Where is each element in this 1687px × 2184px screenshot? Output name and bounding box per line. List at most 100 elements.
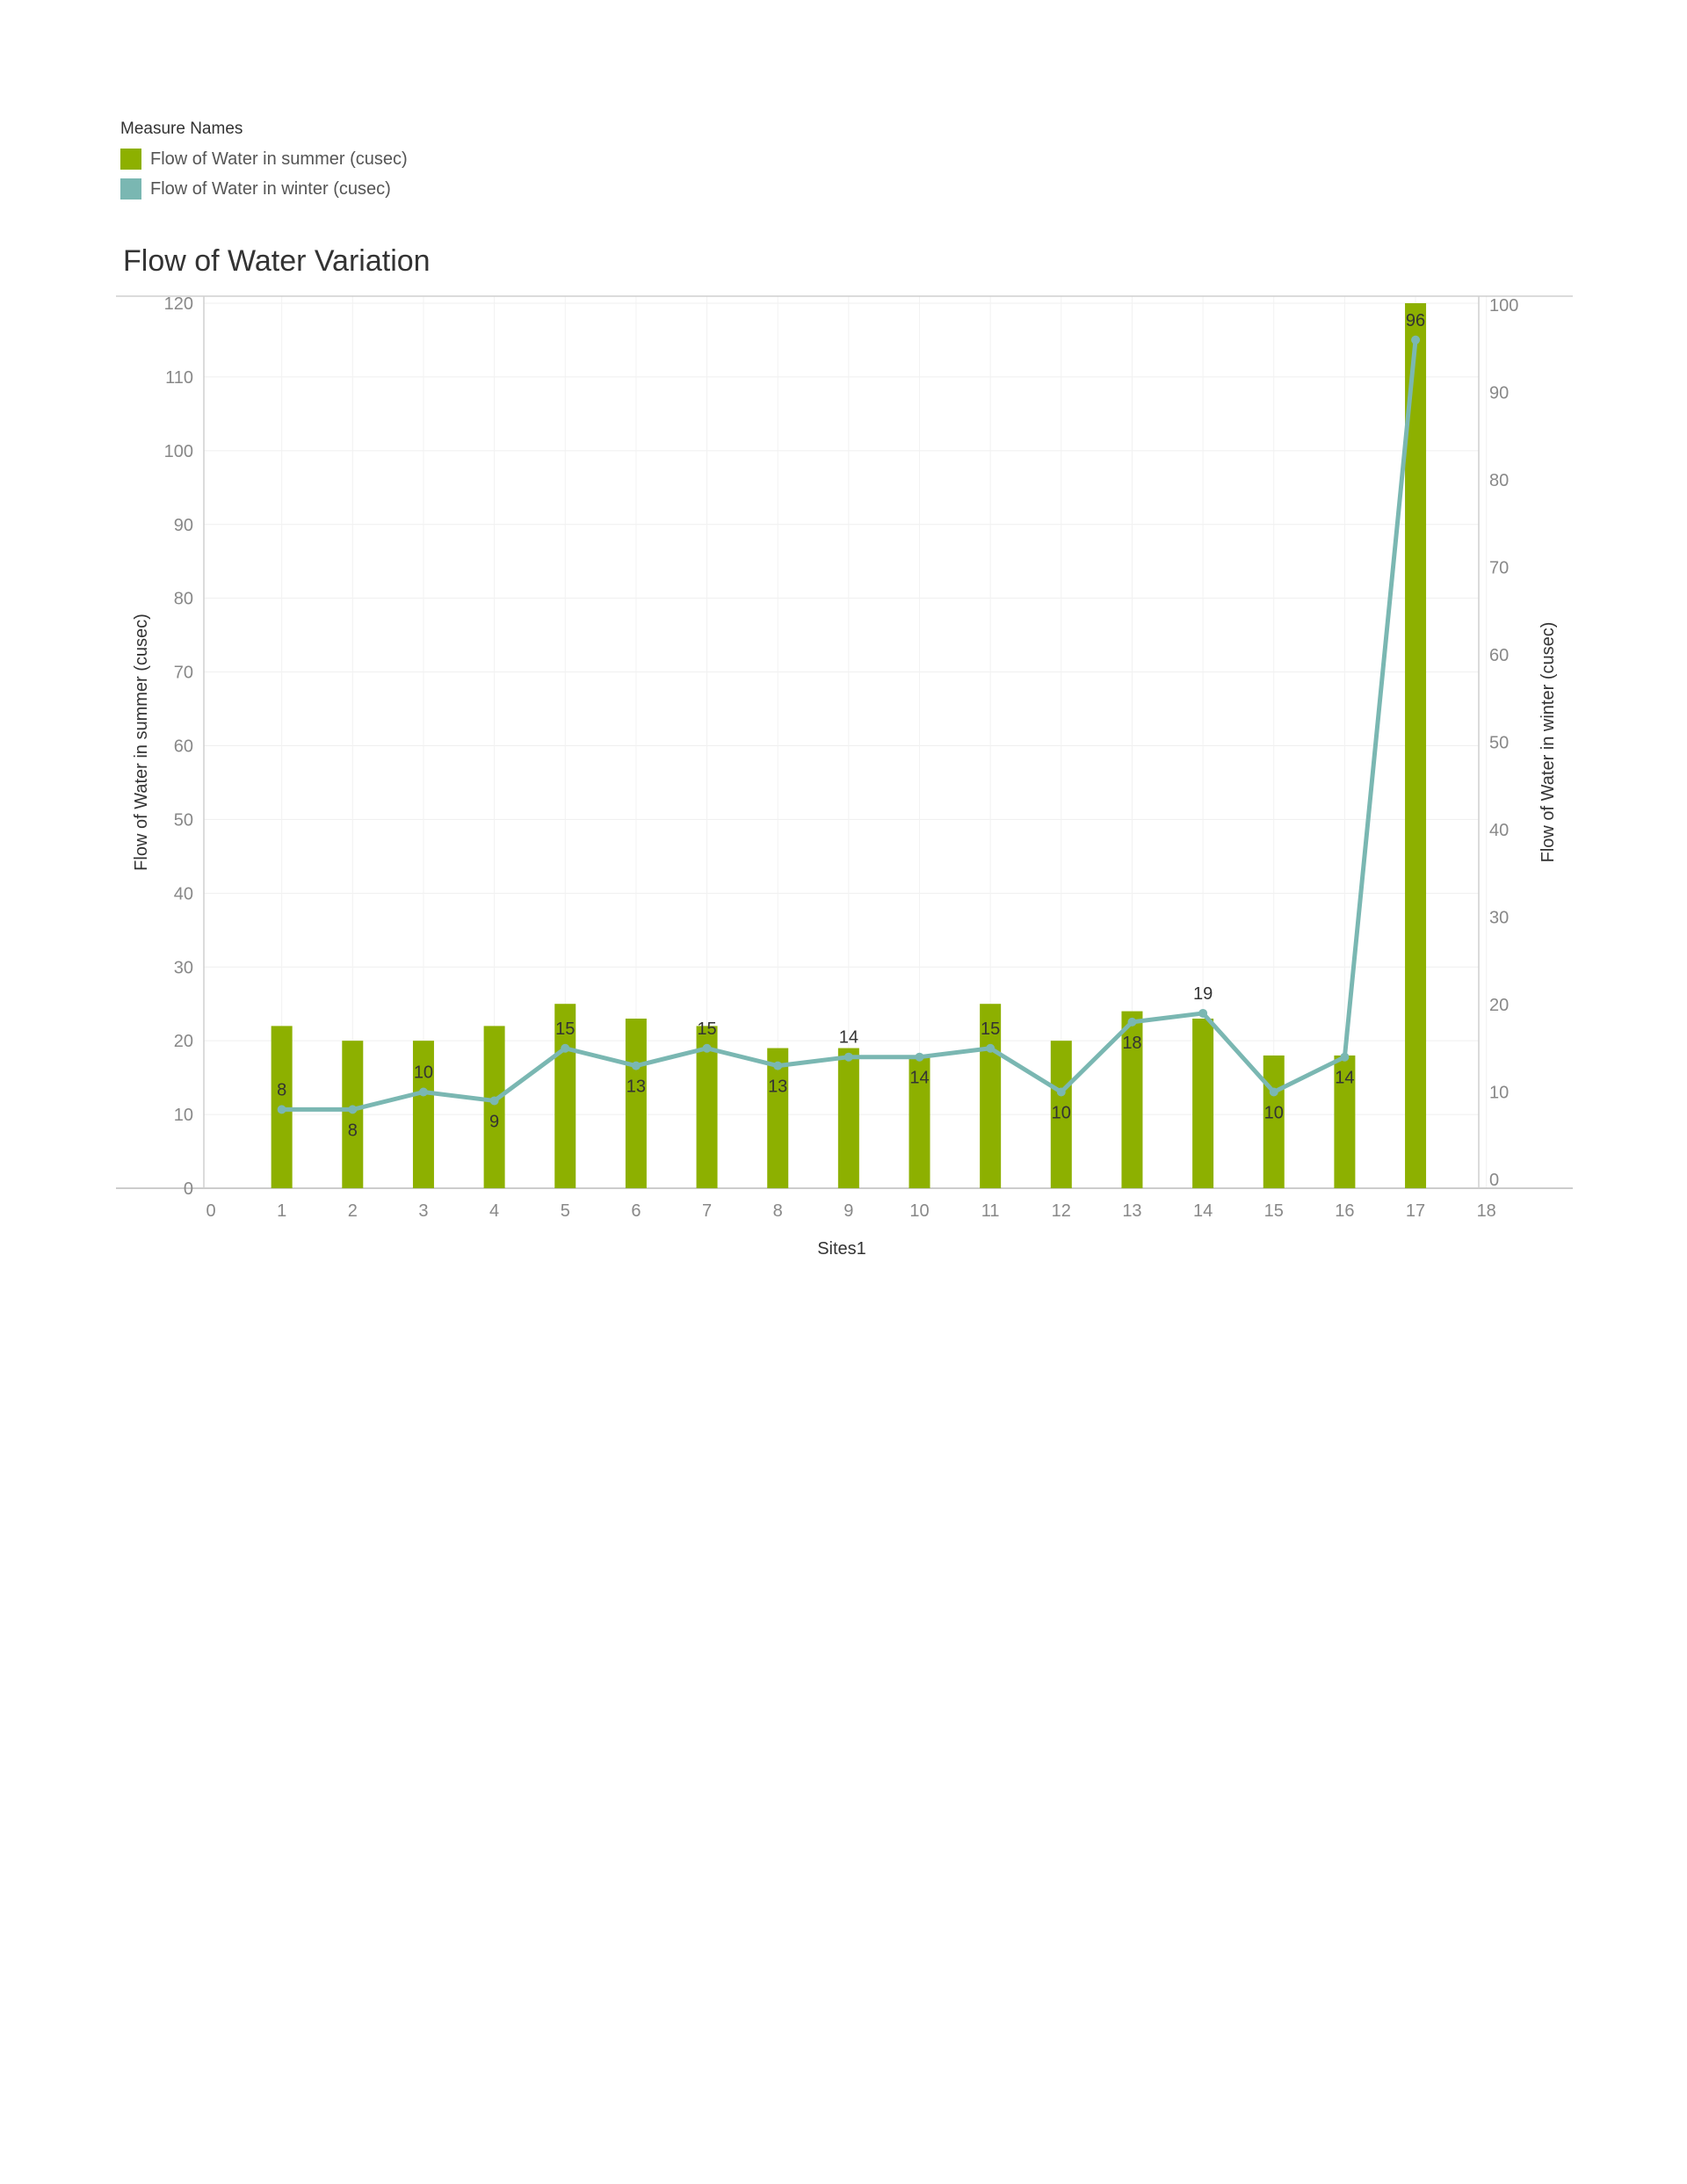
y-tick-label: 20 xyxy=(174,1032,193,1051)
y-tick-label: 110 xyxy=(165,368,193,388)
legend-item-winter[interactable]: Flow of Water in winter (cusec) xyxy=(120,174,408,204)
x-tick-label: 9 xyxy=(844,1201,853,1221)
x-tick-label: 16 xyxy=(1335,1201,1354,1221)
bar xyxy=(837,1048,859,1188)
y-tick-label: 60 xyxy=(174,737,193,757)
line-point xyxy=(1269,1087,1278,1097)
y-tick-label: 70 xyxy=(174,664,193,683)
x-tick-label: 14 xyxy=(1193,1201,1213,1221)
y-tick-label: 120 xyxy=(164,294,193,314)
y2-tick-label: 90 xyxy=(1489,384,1509,403)
x-tick-label: 11 xyxy=(981,1201,1000,1221)
line-point xyxy=(844,1052,853,1062)
x-tick-label: 8 xyxy=(773,1201,783,1221)
line-point xyxy=(773,1061,783,1070)
data-label: 8 xyxy=(348,1121,358,1140)
bar xyxy=(1263,1055,1285,1188)
line-point xyxy=(489,1096,499,1106)
line-point xyxy=(348,1105,358,1114)
data-label: 18 xyxy=(1122,1034,1141,1053)
data-label: 10 xyxy=(1264,1104,1284,1123)
data-label: 14 xyxy=(1335,1069,1354,1088)
x-tick-label: 1 xyxy=(277,1201,286,1221)
bar xyxy=(1334,1055,1356,1188)
y2-tick-label: 40 xyxy=(1489,821,1509,840)
x-tick-label: 3 xyxy=(418,1201,428,1221)
bar xyxy=(980,1004,1002,1188)
y2-tick-label: 20 xyxy=(1489,996,1509,1015)
x-tick-label: 7 xyxy=(702,1201,712,1221)
data-label: 13 xyxy=(768,1077,787,1097)
bar xyxy=(483,1026,505,1188)
legend-item-summer[interactable]: Flow of Water in summer (cusec) xyxy=(120,144,408,174)
y-axis-title: Flow of Water in summer (cusec) xyxy=(132,613,151,871)
bar xyxy=(1050,1041,1072,1188)
y-tick-label: 100 xyxy=(164,442,193,461)
y2-tick-label: 80 xyxy=(1489,471,1509,490)
line-point xyxy=(986,1043,996,1053)
x-tick-label: 5 xyxy=(561,1201,570,1221)
y2-tick-label: 70 xyxy=(1489,559,1509,578)
y-tick-label: 0 xyxy=(184,1179,193,1199)
data-label: 13 xyxy=(626,1077,646,1097)
line-series-winter xyxy=(277,335,1421,1114)
line-point xyxy=(631,1061,641,1070)
line-point xyxy=(1127,1017,1137,1027)
x-tick-label: 17 xyxy=(1406,1201,1425,1221)
data-label: 14 xyxy=(839,1028,858,1048)
x-tick-label: 10 xyxy=(909,1201,929,1221)
data-label: 10 xyxy=(1052,1104,1071,1123)
x-axis-title: Sites1 xyxy=(817,1239,866,1259)
line-point xyxy=(277,1105,286,1114)
data-label: 15 xyxy=(981,1019,1000,1039)
x-tick-label: 6 xyxy=(631,1201,641,1221)
bar xyxy=(909,1055,930,1188)
bar xyxy=(412,1041,434,1188)
bar xyxy=(767,1048,789,1188)
y2-tick-label: 10 xyxy=(1489,1084,1509,1103)
bar xyxy=(1405,303,1427,1188)
data-label: 14 xyxy=(909,1069,929,1088)
line-point xyxy=(1340,1052,1350,1062)
x-tick-label: 4 xyxy=(489,1201,499,1221)
data-label: 96 xyxy=(1406,311,1425,330)
x-tick-label: 18 xyxy=(1477,1201,1496,1221)
data-label: 19 xyxy=(1193,984,1213,1004)
data-labels: 8 8 10 9 15 13 15 13 14 14 15 10 18 19 10 14 96 xyxy=(277,311,1425,1141)
bar xyxy=(1121,1011,1143,1188)
x-tick-label: 0 xyxy=(206,1201,215,1221)
bar xyxy=(1192,1018,1214,1188)
y2-tick-label: 100 xyxy=(1489,296,1518,316)
y-tick-label: 50 xyxy=(174,810,193,830)
legend-swatch-winter xyxy=(120,178,141,200)
legend-swatch-summer xyxy=(120,149,141,170)
data-label: 15 xyxy=(555,1019,575,1039)
y-tick-label: 40 xyxy=(174,884,193,903)
x-tick-label: 2 xyxy=(348,1201,358,1221)
line-point xyxy=(1056,1087,1066,1097)
legend-label-winter: Flow of Water in winter (cusec) xyxy=(150,178,391,199)
y-tick-label: 80 xyxy=(174,590,193,609)
data-label: 10 xyxy=(414,1063,433,1083)
line-point xyxy=(702,1043,712,1053)
y2-tick-label: 30 xyxy=(1489,909,1509,928)
data-label: 8 xyxy=(277,1080,286,1099)
y-tick-label: 30 xyxy=(174,958,193,977)
line-point xyxy=(915,1052,924,1062)
bar xyxy=(342,1041,364,1188)
legend: Measure Names Flow of Water in summer (c… xyxy=(120,120,408,204)
bar xyxy=(625,1018,647,1188)
line-point xyxy=(1411,335,1421,345)
x-tick-label: 15 xyxy=(1264,1201,1284,1221)
line-point xyxy=(1198,1008,1208,1018)
y2-tick-label: 60 xyxy=(1489,646,1509,665)
tick-labels: 0102030405060708090100110120010203040506… xyxy=(164,294,1519,1221)
y2-axis-title: Flow of Water in winter (cusec) xyxy=(1539,622,1558,863)
data-label: 15 xyxy=(697,1019,716,1039)
line-point xyxy=(561,1043,570,1053)
chart-title: Flow of Water Variation xyxy=(123,244,431,278)
bar xyxy=(554,1004,576,1188)
y2-tick-label: 50 xyxy=(1489,734,1509,753)
legend-title: Measure Names xyxy=(120,120,243,138)
